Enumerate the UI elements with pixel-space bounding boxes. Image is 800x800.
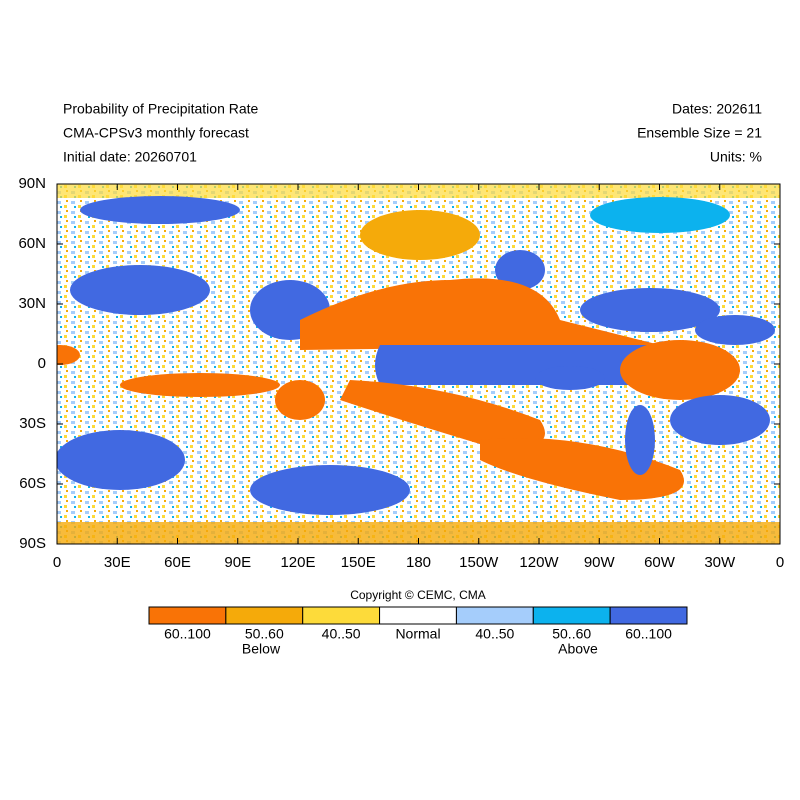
copyright: Copyright © CEMC, CMA	[350, 588, 486, 602]
legend-label: 60..100	[164, 626, 211, 642]
units: Units: %	[710, 149, 762, 165]
initial-date: Initial date: 20260701	[63, 149, 197, 165]
legend-label: 40..50	[322, 626, 361, 642]
axes: 0 30E 60E 90E 120E 150E 180 150W 120W 90W 60W 30W 09…	[18, 175, 784, 571]
x-tick-label: 30W	[704, 554, 736, 571]
legend-label: 50..60	[552, 626, 591, 642]
x-tick-label: 60E	[164, 554, 191, 571]
x-tick-label: 150E	[341, 554, 376, 571]
legend-label: Normal	[395, 626, 440, 642]
subtitle: CMA-CPSv3 monthly forecast	[63, 125, 249, 141]
x-tick-label: 0	[776, 554, 784, 571]
y-tick-label: 30N	[18, 295, 46, 312]
x-tick-label: 180	[406, 554, 431, 571]
map-field	[57, 184, 780, 544]
legend-swatch	[379, 606, 457, 625]
legend-swatch	[532, 606, 611, 625]
ensemble-size: Ensemble Size = 21	[637, 125, 762, 141]
legend-swatch	[225, 606, 304, 625]
x-tick-label: 30E	[104, 554, 131, 571]
legend-label: 40..50	[475, 626, 514, 642]
legend-label: 50..60	[245, 626, 284, 642]
y-tick-label: 90N	[18, 175, 46, 192]
legend-swatch	[148, 606, 227, 625]
above-label: Above	[558, 641, 598, 657]
legend-swatch	[609, 606, 688, 625]
y-tick-label: 0	[38, 355, 46, 372]
x-tick-label: 150W	[459, 554, 499, 571]
header: Probability of Precipitation Rate CMA-CP…	[63, 101, 762, 165]
x-tick-label: 90W	[584, 554, 616, 571]
y-tick-label: 90S	[19, 535, 46, 552]
dates: Dates: 202611	[672, 101, 762, 117]
y-tick-label: 30S	[19, 415, 46, 432]
legend-swatch	[455, 606, 534, 625]
x-tick-label: 120W	[519, 554, 559, 571]
x-tick-label: 90E	[224, 554, 251, 571]
below-label: Below	[242, 641, 281, 657]
legend-swatch	[302, 606, 381, 625]
title: Probability of Precipitation Rate	[63, 101, 259, 117]
y-tick-label: 60N	[18, 235, 46, 252]
x-tick-label: 60W	[644, 554, 676, 571]
y-tick-label: 60S	[19, 475, 46, 492]
x-tick-label: 0	[53, 554, 61, 571]
x-tick-label: 120E	[280, 554, 315, 571]
legend: 60..100 50..60 40..50 Normal 40..50 50..60 60.…	[148, 606, 688, 642]
legend-label: 60..100	[625, 626, 672, 642]
